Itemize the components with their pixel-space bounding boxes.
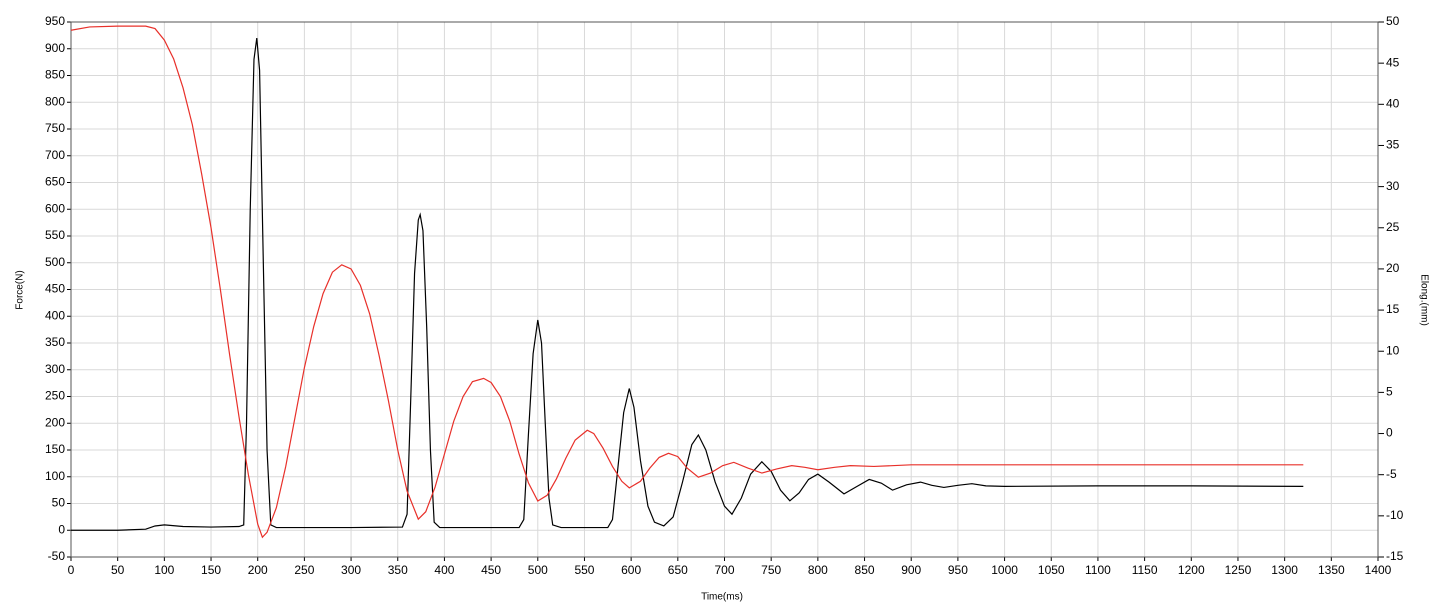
x-axis-label: Time(ms) bbox=[701, 592, 743, 603]
x-tick-label: 700 bbox=[714, 563, 734, 577]
line-series bbox=[71, 37, 1304, 531]
x-tick-label: 350 bbox=[388, 563, 408, 577]
y-tick-label: 800 bbox=[45, 94, 65, 108]
x-tick-label: 1200 bbox=[1178, 563, 1205, 577]
line-series bbox=[70, 25, 1304, 539]
y2-tick-label: 30 bbox=[1386, 179, 1400, 193]
y-tick-label: 950 bbox=[45, 14, 65, 28]
x-tick-label: 300 bbox=[341, 563, 361, 577]
y2-tick-label: 45 bbox=[1386, 55, 1400, 69]
x-tick-label: 250 bbox=[294, 563, 314, 577]
x-tick-label: 200 bbox=[248, 563, 268, 577]
x-tick-label: 650 bbox=[668, 563, 688, 577]
y-tick-label: 650 bbox=[45, 175, 65, 189]
y2-tick-label: 10 bbox=[1386, 343, 1400, 357]
x-tick-label: 1100 bbox=[1085, 563, 1111, 577]
x-tick-label: 900 bbox=[901, 563, 921, 577]
y-tick-label: 750 bbox=[45, 121, 65, 135]
x-tick-label: 1150 bbox=[1132, 563, 1158, 577]
y-tick-label: 600 bbox=[45, 201, 65, 215]
y2-tick-label: 35 bbox=[1386, 138, 1400, 152]
y-tick-label: 900 bbox=[45, 41, 65, 55]
y2-tick-label: 15 bbox=[1386, 302, 1400, 316]
y-tick-label: 550 bbox=[45, 228, 65, 242]
y-tick-label: -50 bbox=[48, 549, 66, 563]
x-tick-label: 150 bbox=[201, 563, 221, 577]
x-tick-label: 1250 bbox=[1225, 563, 1252, 577]
x-tick-label: 50 bbox=[111, 563, 125, 577]
x-tick-label: 1050 bbox=[1038, 563, 1065, 577]
y-tick-label: 50 bbox=[52, 496, 66, 510]
x-tick-label: 750 bbox=[761, 563, 781, 577]
y2-tick-label: 20 bbox=[1386, 261, 1400, 275]
y2-tick-label: 40 bbox=[1386, 96, 1400, 110]
y2-tick-label: -10 bbox=[1386, 508, 1404, 522]
y-tick-label: 300 bbox=[45, 362, 65, 376]
y2-tick-label: 25 bbox=[1386, 220, 1400, 234]
y-tick-label: 200 bbox=[45, 415, 65, 429]
y2-tick-label: -5 bbox=[1386, 467, 1397, 481]
x-tick-label: 0 bbox=[68, 563, 75, 577]
x-tick-label: 1300 bbox=[1271, 563, 1298, 577]
x-tick-label: 450 bbox=[481, 563, 501, 577]
x-tick-label: 850 bbox=[855, 563, 875, 577]
x-tick-label: 1350 bbox=[1318, 563, 1345, 577]
y2-tick-label: 0 bbox=[1386, 426, 1393, 440]
y-tick-label: 0 bbox=[58, 522, 65, 536]
y2-tick-label: -15 bbox=[1386, 549, 1404, 563]
x-tick-label: 1000 bbox=[991, 563, 1018, 577]
x-tick-label: 400 bbox=[434, 563, 454, 577]
y-tick-label: 450 bbox=[45, 282, 65, 296]
y2-tick-label: 5 bbox=[1386, 385, 1393, 399]
y-tick-label: 850 bbox=[45, 68, 65, 82]
y2-tick-label: 50 bbox=[1386, 14, 1400, 28]
y-tick-label: 250 bbox=[45, 389, 65, 403]
y-tick-label: 350 bbox=[45, 335, 65, 349]
y-tick-label: 500 bbox=[45, 255, 65, 269]
x-tick-label: 550 bbox=[574, 563, 594, 577]
y-tick-label: 150 bbox=[45, 442, 65, 456]
y-tick-label: 100 bbox=[45, 469, 65, 483]
y-tick-label: 700 bbox=[45, 148, 65, 162]
x-tick-label: 1400 bbox=[1365, 563, 1392, 577]
x-tick-label: 100 bbox=[154, 563, 174, 577]
x-tick-label: 500 bbox=[528, 563, 548, 577]
x-tick-label: 950 bbox=[948, 563, 968, 577]
plot-frame bbox=[70, 21, 1379, 558]
y-tick-label: 400 bbox=[45, 308, 65, 322]
y2-axis-label: Elong.(mm) bbox=[1418, 274, 1429, 326]
x-tick-label: 600 bbox=[621, 563, 641, 577]
x-tick-label: 800 bbox=[808, 563, 828, 577]
y-axis-label: Force(N) bbox=[15, 270, 26, 309]
